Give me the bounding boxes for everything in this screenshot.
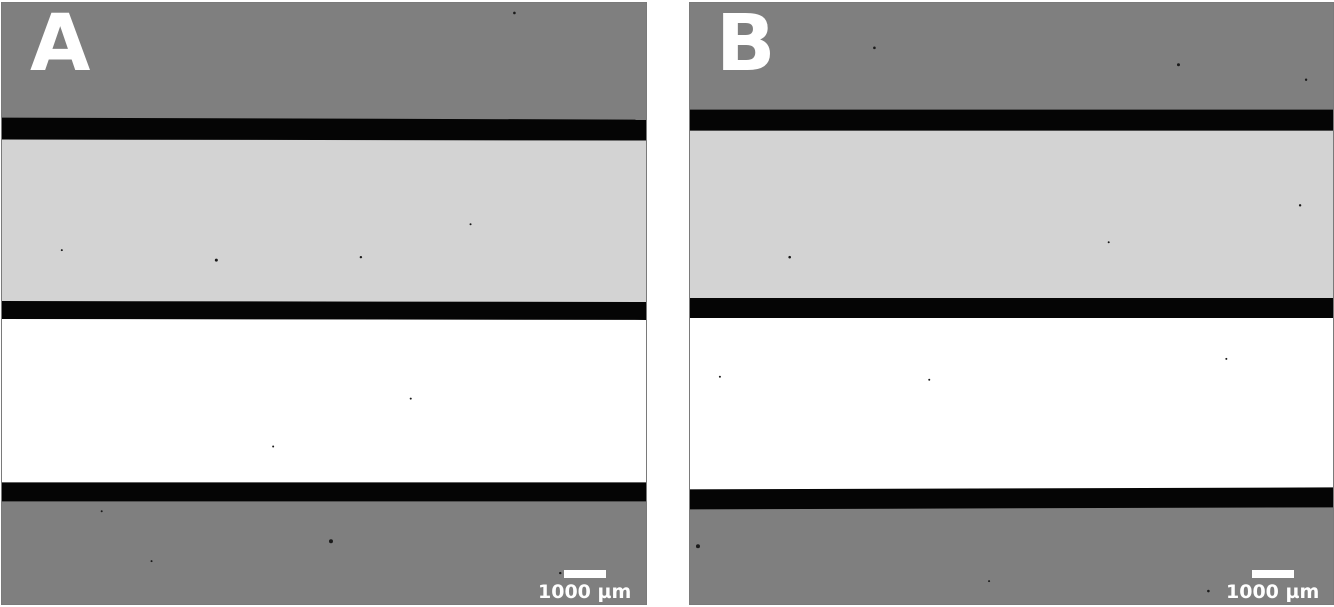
scale-bar-label-a: 1000 µm: [538, 581, 632, 603]
panel-label-a: A: [30, 2, 91, 89]
scale-bar-label-b: 1000 µm: [1226, 581, 1320, 603]
panel-label-b: B: [716, 2, 776, 89]
scale-bar-a: [564, 570, 606, 578]
micrograph-image-b: [690, 3, 1333, 604]
micrograph-image-a: [2, 3, 646, 604]
micrograph-panel-b: B 1000 µm: [689, 2, 1334, 605]
scale-bar-b: [1252, 570, 1294, 578]
micrograph-panel-a: A 1000 µm: [1, 2, 647, 605]
